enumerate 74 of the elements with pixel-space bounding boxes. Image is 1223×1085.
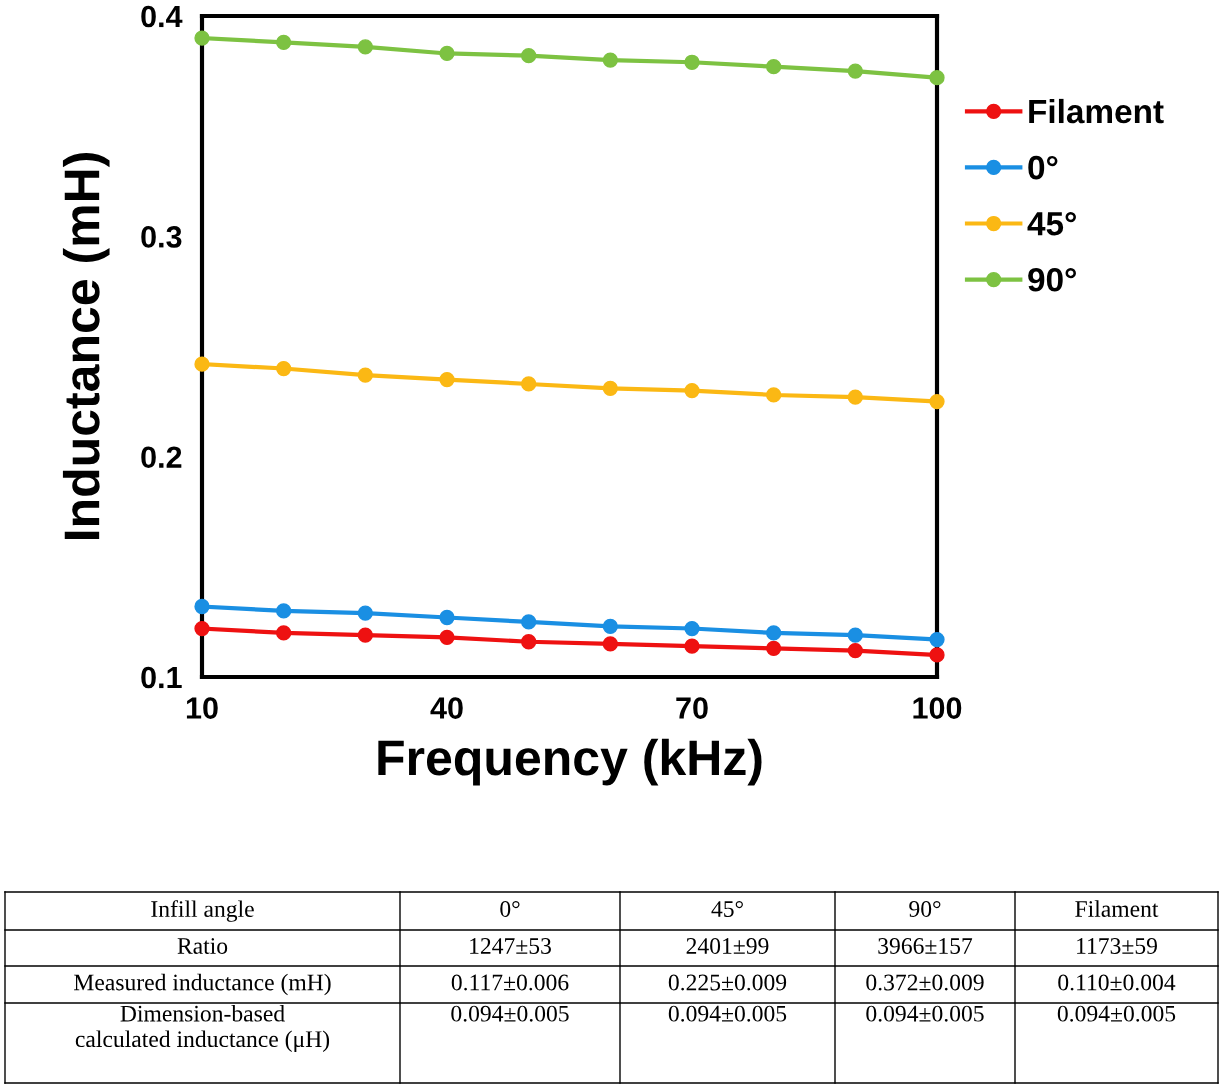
point (684, 620, 700, 637)
point (684, 54, 700, 70)
point (276, 625, 292, 641)
text: 0.225±0.009 (668, 974, 787, 991)
point (929, 70, 945, 86)
point (194, 356, 210, 372)
point (521, 614, 537, 630)
point (847, 642, 863, 659)
point (357, 367, 373, 383)
point (766, 625, 782, 641)
point (439, 45, 455, 62)
x-tick-label: 10 (186, 697, 218, 719)
x-tick-label: 100 (913, 697, 962, 719)
text: 0.094±0.005 (451, 1005, 569, 1022)
point (521, 634, 537, 650)
text: Infill angle (151, 900, 254, 922)
point (357, 39, 373, 55)
point (766, 640, 782, 656)
x-axis-title: Frequency (kHz) (378, 738, 762, 786)
legend-label: Filament (1029, 98, 1164, 124)
point (929, 647, 945, 663)
point (847, 389, 863, 405)
text: 0.094±0.005 (668, 1005, 787, 1022)
point (357, 605, 373, 621)
point (929, 393, 945, 410)
point (439, 609, 455, 626)
point (357, 627, 373, 643)
point (194, 30, 210, 46)
text: 0° (500, 900, 520, 917)
point (766, 59, 782, 75)
text: 0.372±0.009 (866, 974, 984, 991)
legend-label: 45° (1027, 211, 1076, 236)
x-tick-label: 70 (676, 697, 708, 719)
text: 2401±99 (686, 937, 769, 954)
text: 45° (711, 900, 743, 917)
point (521, 376, 537, 392)
text: 1173±59 (1077, 938, 1157, 954)
point (602, 380, 618, 397)
y-tick-label: 0.3 (141, 226, 182, 248)
point (439, 371, 455, 388)
y-tick-label: 0.2 (141, 446, 182, 469)
y-tick-label: 0.4 (141, 5, 183, 28)
point (602, 618, 618, 634)
point (439, 629, 455, 645)
point (847, 627, 863, 643)
text: 3966±157 (878, 938, 973, 954)
text: 90° (909, 900, 941, 917)
text: Filament (1075, 900, 1159, 917)
text: Ratio (177, 938, 228, 954)
point (194, 598, 210, 615)
point (602, 636, 618, 652)
text: 0.094±0.005 (1057, 1005, 1176, 1022)
legend-label: 0° (1028, 155, 1058, 180)
point (684, 638, 700, 654)
point (276, 360, 292, 377)
y-axis-title: Inductance (mH) (62, 153, 110, 539)
point (929, 631, 945, 648)
point (521, 48, 537, 64)
text: 0.094±0.005 (866, 1005, 984, 1022)
point (684, 382, 700, 399)
text: Measured inductance (mH) (74, 973, 331, 996)
text: Dimension-based calculated inductance (μH) (75, 1005, 330, 1052)
text: 1247±53 (470, 938, 551, 954)
y-tick-label: 0.1 (141, 666, 182, 689)
point (276, 34, 292, 51)
x-tick-label: 40 (430, 697, 463, 719)
point (276, 603, 292, 619)
point (602, 52, 618, 68)
point (194, 620, 210, 637)
text: 0.110±0.004 (1058, 974, 1176, 991)
point (766, 387, 782, 403)
legend-label: 90° (1028, 267, 1076, 292)
point (847, 63, 863, 79)
text: 0.117±0.006 (451, 974, 569, 991)
